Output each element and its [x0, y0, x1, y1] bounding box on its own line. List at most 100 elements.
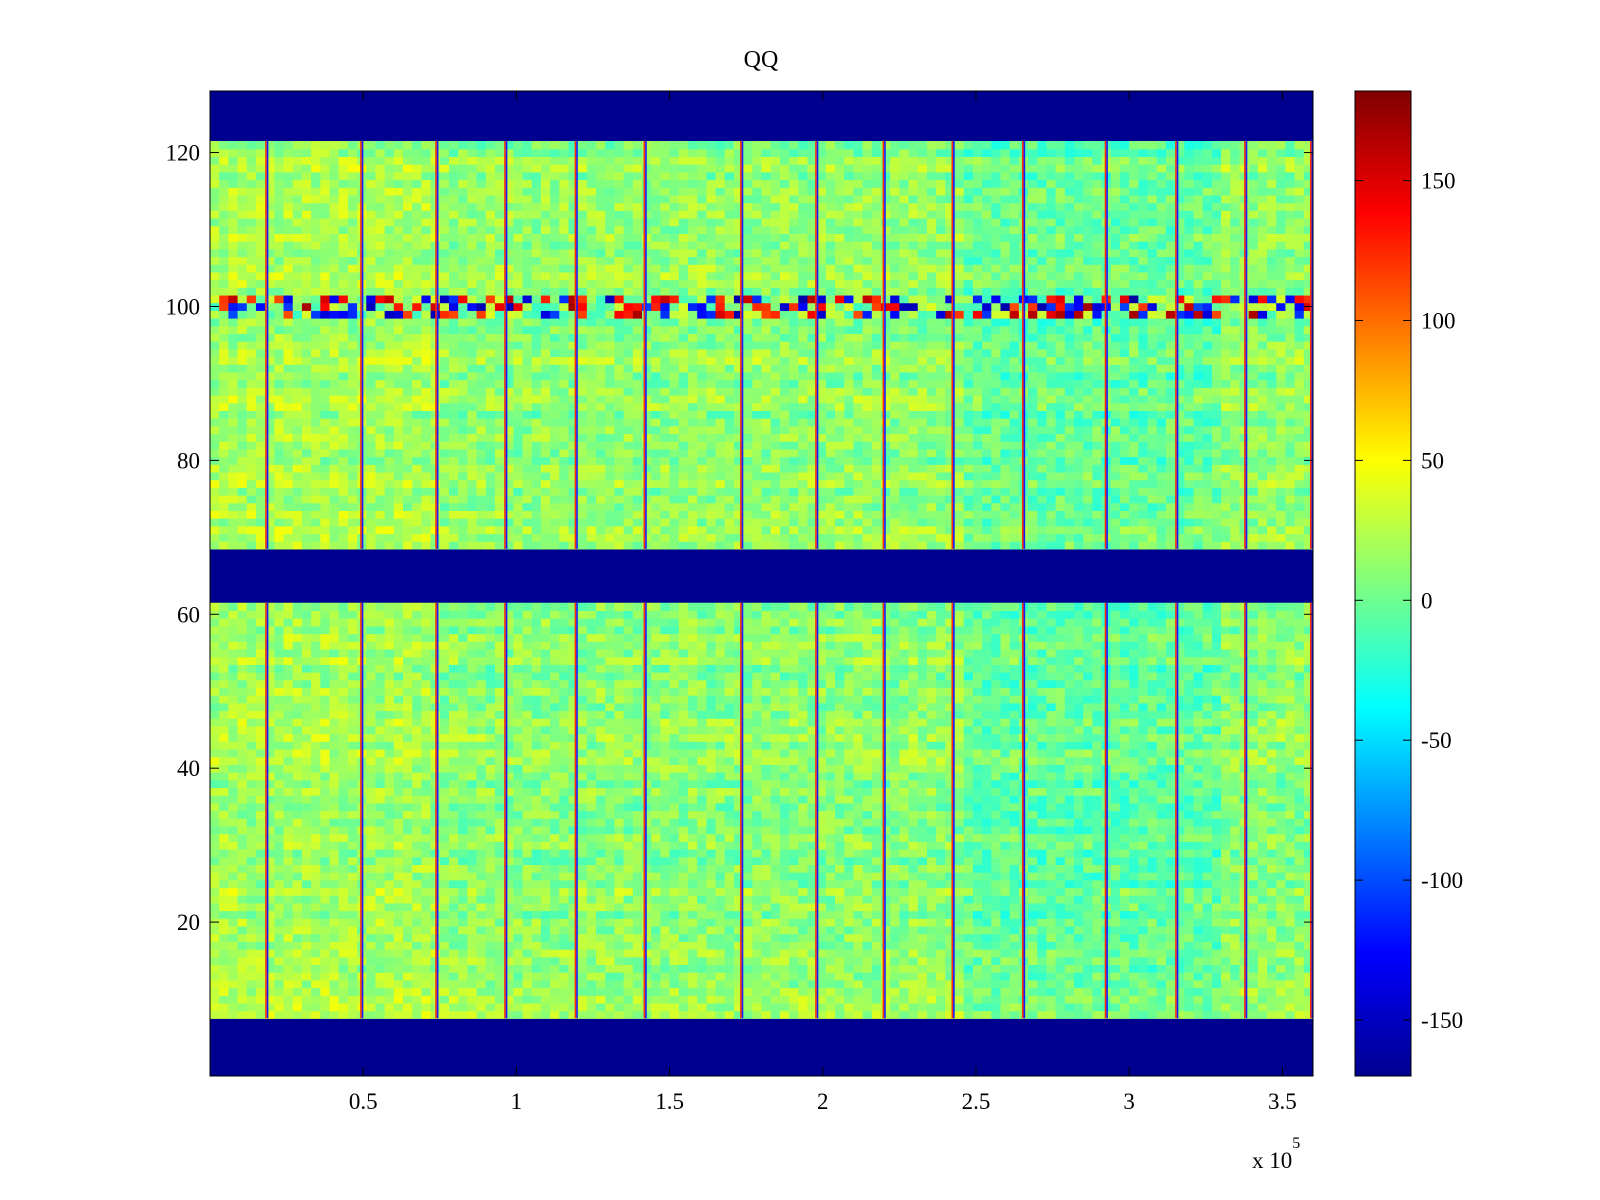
heatmap-cell — [568, 864, 579, 873]
heatmap-cell — [347, 972, 358, 981]
heatmap-cell — [862, 772, 873, 781]
heatmap-cell — [596, 910, 606, 919]
heatmap-cell — [1055, 772, 1066, 781]
heatmap-cell — [1000, 825, 1011, 835]
heatmap-cell — [1046, 710, 1057, 719]
heatmap-cell — [1230, 779, 1241, 789]
heatmap-cell — [678, 802, 689, 812]
heatmap-cell — [733, 887, 744, 896]
heatmap-cell — [274, 856, 285, 865]
heatmap-cell — [513, 756, 524, 765]
heatmap-cell — [531, 725, 542, 735]
heatmap-cell — [283, 879, 294, 889]
heatmap-cell — [651, 825, 661, 835]
heatmap-cell — [384, 725, 395, 735]
heatmap-cell — [697, 695, 707, 704]
heatmap-cell — [403, 741, 413, 750]
heatmap-cell — [1248, 887, 1259, 896]
heatmap-cell — [926, 895, 937, 904]
heatmap-cell — [1009, 825, 1020, 835]
heatmap-cell — [1303, 925, 1313, 935]
heatmap-cell — [1248, 902, 1259, 912]
heatmap-cell — [779, 964, 790, 973]
heatmap-cell — [1257, 1010, 1268, 1019]
heatmap-cell — [632, 756, 643, 765]
heatmap-cell — [448, 848, 459, 858]
heatmap-cell — [752, 987, 763, 996]
heatmap-cell — [1092, 879, 1103, 889]
heatmap-cell — [651, 725, 661, 735]
heatmap-cell — [623, 872, 634, 881]
heatmap-cell — [494, 964, 505, 973]
heatmap-cell — [706, 733, 717, 742]
heatmap-cell — [421, 979, 432, 989]
heatmap-cell — [467, 987, 478, 996]
heatmap-cell — [779, 695, 790, 704]
heatmap-cell — [899, 902, 910, 912]
heatmap-cell — [366, 810, 377, 819]
heatmap-cell — [835, 772, 845, 781]
heatmap-cell — [283, 795, 294, 804]
heatmap-cell — [733, 964, 744, 973]
heatmap-cell — [623, 764, 634, 773]
heatmap-cell — [403, 795, 413, 804]
heatmap-cell — [228, 949, 239, 958]
heatmap-cell — [706, 695, 717, 704]
heatmap-cell — [963, 956, 974, 966]
heatmap-cell — [458, 925, 468, 935]
heatmap-cell — [835, 779, 845, 789]
heatmap-cell — [274, 987, 285, 996]
heatmap-cell — [1055, 818, 1066, 827]
heatmap-cell — [715, 718, 726, 727]
heatmap-cell — [789, 848, 799, 858]
heatmap-cell — [678, 695, 689, 704]
heatmap-cell — [963, 702, 974, 712]
heatmap-cell — [384, 702, 395, 712]
heatmap-cell — [715, 887, 726, 896]
heatmap-cell — [393, 972, 404, 981]
heatmap-cell — [1267, 833, 1277, 842]
heatmap-cell — [651, 1002, 661, 1012]
heatmap-cell — [596, 995, 606, 1004]
heatmap-cell — [439, 872, 450, 881]
heatmap-cell — [1138, 825, 1149, 835]
heatmap-cell — [724, 910, 735, 919]
heatmap-cell — [779, 925, 790, 935]
heatmap-cell — [577, 702, 588, 712]
heatmap-cell — [954, 787, 965, 796]
heatmap-cell — [485, 925, 496, 935]
heatmap-cell — [917, 733, 928, 742]
heatmap-cell — [687, 964, 698, 973]
heatmap-cell — [954, 1010, 965, 1019]
heatmap-cell — [614, 787, 625, 796]
heatmap-cell — [1294, 833, 1305, 842]
heatmap-cell — [1303, 725, 1313, 735]
heatmap-cell — [586, 741, 597, 750]
heatmap-cell — [605, 979, 616, 989]
heatmap-cell — [522, 895, 533, 904]
heatmap-cell — [448, 841, 459, 850]
heatmap-cell — [660, 879, 671, 889]
heatmap-cell — [301, 810, 312, 819]
heatmap-cell — [936, 795, 946, 804]
heatmap-cell — [393, 964, 404, 973]
heatmap-cell — [228, 872, 239, 881]
heatmap-cell — [660, 918, 671, 927]
heatmap-cell — [246, 887, 257, 896]
heatmap-cell — [835, 718, 845, 727]
heatmap-cell — [1119, 710, 1130, 719]
heatmap-cell — [733, 918, 744, 927]
heatmap-cell — [1110, 872, 1121, 881]
heatmap-cell — [458, 772, 468, 781]
heatmap-cell — [1221, 1002, 1231, 1012]
heatmap-cell — [1046, 956, 1057, 966]
heatmap-cell — [412, 887, 423, 896]
heatmap-cell — [880, 872, 891, 881]
heatmap-cell — [228, 956, 239, 966]
heatmap-cell — [1119, 933, 1130, 942]
heatmap-cell — [1037, 887, 1048, 896]
heatmap-cell — [798, 956, 809, 966]
heatmap-cell — [1175, 772, 1185, 781]
heatmap-cell — [926, 841, 937, 850]
heatmap-cell — [375, 825, 386, 835]
